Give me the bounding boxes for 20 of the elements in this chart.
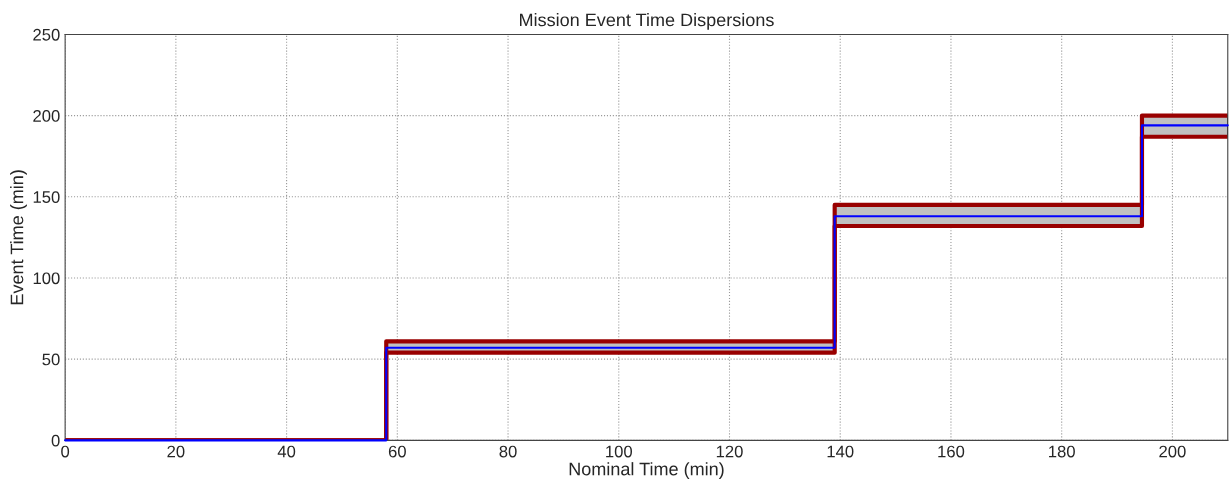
y-tick-label: 50 [42,353,60,366]
x-tick-label: 160 [938,445,965,458]
x-tick-label: 180 [1049,445,1075,458]
x-tick-label: 80 [499,445,517,458]
chart-title: Mission Event Time Dispersions [520,13,774,30]
y-tick-label: 150 [33,191,60,203]
x-tick-label: 120 [716,445,743,458]
y-tick-label: 100 [33,272,60,285]
x-tick-label: 100 [606,445,633,458]
x-tick-label: 40 [277,445,296,458]
x-tick-label: 200 [1159,445,1186,458]
x-axis-title: Nominal Time (min) [569,462,724,479]
y-axis-title: Event Time (min) [10,170,27,305]
x-tick-label: 0 [61,445,70,458]
x-tick-label: 140 [827,445,854,458]
x-tick-label: 20 [167,445,185,458]
y-tick-label: 200 [33,110,60,122]
x-tick-label: 60 [388,445,406,458]
y-tick-label: 0 [51,434,60,447]
y-tick-label: 250 [33,28,60,41]
